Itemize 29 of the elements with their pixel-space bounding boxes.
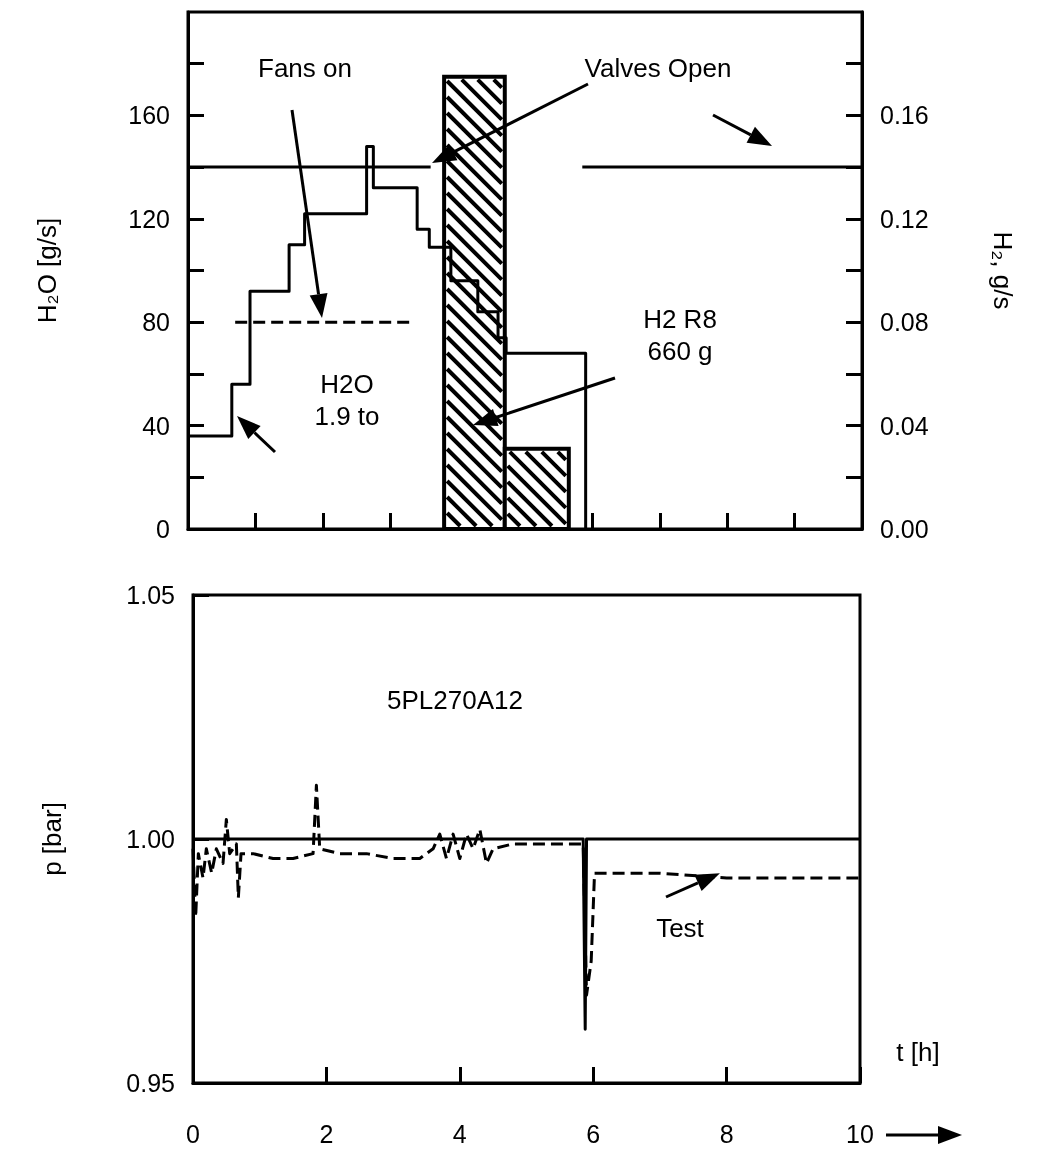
y2-tick-label: 0.04 xyxy=(880,411,929,440)
y-axis-title: p [bar] xyxy=(37,802,67,876)
y-tick-label: 1.00 xyxy=(126,825,175,853)
x-tick-label: 2 xyxy=(319,1119,334,1148)
y2-tick-label: 0.12 xyxy=(880,204,929,233)
x-axis-title: t [h] xyxy=(896,1037,940,1067)
y-tick-label: 120 xyxy=(128,204,170,233)
x-tick-label: 4 xyxy=(452,1119,467,1148)
y2-tick-label: 0.08 xyxy=(880,308,929,337)
annotation: 5PL270A12 xyxy=(387,685,523,715)
annotation: Valves Open xyxy=(584,53,732,83)
annotation: Fans on xyxy=(258,53,352,83)
x-tick-label: 10 xyxy=(846,1119,874,1148)
y-tick-label: 80 xyxy=(142,308,170,337)
annotation: H2O 1.9 to xyxy=(314,369,380,431)
x-tick-label: 6 xyxy=(586,1119,601,1148)
y-axis-title: H₂O [g/s] xyxy=(32,217,62,324)
x-tick-label: 0 xyxy=(186,1119,200,1148)
y-tick-label: 0.95 xyxy=(126,1069,175,1097)
x-tick-label: 8 xyxy=(719,1119,734,1148)
y-tick-label: 1.05 xyxy=(126,581,175,609)
y-tick-label: 40 xyxy=(142,411,170,440)
annotation: Test xyxy=(656,913,705,943)
y2-axis-title: H₂, g/s xyxy=(988,231,1018,310)
y2-tick-label: 0.00 xyxy=(880,515,929,543)
y-tick-label: 160 xyxy=(128,101,170,130)
y2-tick-label: 0.16 xyxy=(880,101,929,130)
y-tick-label: 0 xyxy=(156,515,170,543)
annotation: H2 R8 660 g xyxy=(643,304,717,366)
